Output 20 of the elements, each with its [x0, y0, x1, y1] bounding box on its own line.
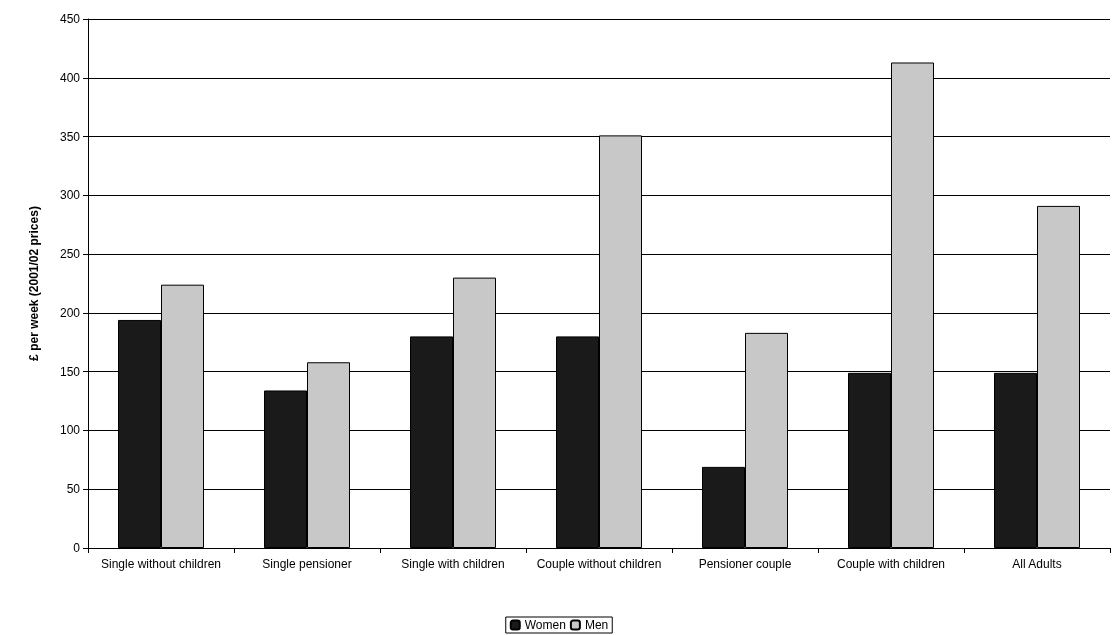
y-tick-label: 200	[59, 305, 81, 320]
y-tick-label: 250	[59, 247, 81, 262]
y-tick-label: 0	[73, 541, 81, 555]
x-tick-label: Single with children	[401, 557, 505, 571]
y-tick-label: 300	[59, 188, 81, 203]
x-tick-label: Pensioner couple	[698, 557, 792, 571]
x-tick-label: Couple with children	[836, 557, 946, 571]
x-tick-label: Couple without children	[536, 557, 662, 571]
y-tick-label: 350	[59, 129, 81, 144]
x-tick-label: Single pensioner	[262, 557, 352, 571]
x-tick-label: All Adults	[1012, 557, 1062, 571]
y-axis-title: £ per week (2001/02 prices)	[27, 206, 41, 361]
y-tick-label: 150	[59, 364, 81, 379]
x-tick-label: Single without children	[100, 557, 222, 571]
y-tick-label: 400	[59, 70, 81, 85]
legend-label: Men	[584, 618, 609, 632]
y-tick-label: 450	[59, 12, 81, 26]
legend-label: Women	[524, 618, 566, 632]
y-tick-label: 50	[66, 482, 81, 497]
y-tick-label: 100	[59, 423, 81, 438]
